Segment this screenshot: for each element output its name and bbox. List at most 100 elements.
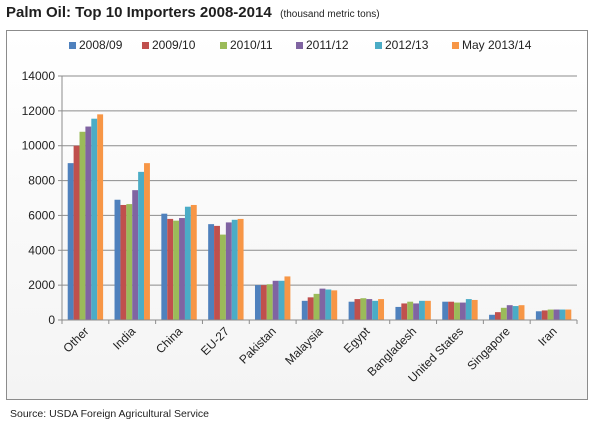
x-tick-label: EU-27 — [198, 324, 232, 358]
bar-iran-2009-10 — [541, 310, 548, 320]
bar-iran-2008-09 — [535, 311, 542, 320]
legend-swatch — [296, 42, 303, 49]
bar-chart: 0 2000 4000 6000 8000 10000 12000 14000 Other Ind… — [22, 38, 578, 385]
bar-united-states-2009-10 — [448, 301, 455, 320]
chart-subtitle: (thousand metric tons) — [280, 9, 380, 20]
bar-other-2010-11 — [79, 131, 86, 320]
bar-united-states-2008-09 — [442, 301, 449, 320]
legend-swatch — [142, 42, 149, 49]
bar-pakistan-2009-10 — [260, 285, 267, 320]
bar-china-2010-11 — [173, 220, 180, 320]
bar-united-states-2011-12 — [459, 302, 466, 320]
chart-area: 0 2000 4000 6000 8000 10000 12000 14000 Other Ind… — [6, 30, 588, 400]
y-tick-label: 12000 — [22, 104, 56, 118]
y-tick-label: 6000 — [28, 208, 55, 222]
bar-eu-27-2009-10 — [214, 225, 220, 320]
bar-india-2008-09 — [114, 199, 121, 320]
bar-iran-2012-13 — [559, 309, 566, 320]
bar-pakistan-2010-11 — [266, 284, 273, 320]
bar-iran-2011-12 — [553, 309, 560, 320]
bar-pakistan-2011-12 — [272, 280, 279, 320]
bar-united-states-2012-13 — [465, 299, 472, 320]
bar-bangladesh-2009-10 — [401, 303, 408, 320]
bar-singapore-2009-10 — [494, 312, 501, 320]
x-tick-label: Malaysia — [282, 324, 326, 368]
bar-china-2012-13 — [184, 206, 191, 320]
axes: 0 2000 4000 6000 8000 10000 12000 14000 Other Ind… — [22, 69, 578, 385]
y-tick-label: 2000 — [28, 278, 55, 292]
legend-label: 2011/12 — [306, 38, 349, 52]
bars — [67, 114, 572, 321]
bar-malaysia-2009-10 — [307, 297, 314, 320]
bar-bangladesh-2010-11 — [407, 301, 414, 320]
bar-singapore-may-2013-14 — [518, 305, 525, 320]
y-tick-label: 4000 — [28, 243, 55, 257]
legend-label: May 2013/14 — [462, 38, 532, 52]
bar-malaysia-2008-09 — [301, 300, 308, 320]
bar-egypt-2010-11 — [360, 298, 367, 320]
bar-eu-27-may-2013-14 — [237, 218, 244, 320]
bar-malaysia-2012-13 — [325, 289, 332, 320]
y-tick-label: 14000 — [22, 69, 56, 83]
bar-egypt-2011-12 — [366, 299, 373, 320]
bar-pakistan-2012-13 — [278, 280, 285, 320]
bar-other-2009-10 — [73, 145, 80, 320]
bar-egypt-2012-13 — [372, 300, 379, 320]
chart-title: Palm Oil: Top 10 Importers 2008-2014 — [6, 4, 272, 21]
bar-eu-27-2012-13 — [231, 219, 238, 320]
bar-other-2008-09 — [67, 163, 74, 320]
bar-egypt-may-2013-14 — [378, 299, 385, 320]
bar-iran-2010-11 — [547, 309, 554, 320]
legend-label: 2008/09 — [79, 38, 123, 52]
bar-iran-may-2013-14 — [565, 309, 572, 320]
bar-malaysia-may-2013-14 — [331, 290, 338, 320]
bar-united-states-may-2013-14 — [471, 299, 478, 320]
y-tick-label: 10000 — [22, 139, 56, 153]
bar-egypt-2008-09 — [348, 301, 355, 320]
legend-label: 2012/13 — [385, 38, 429, 52]
legend-swatch — [69, 42, 76, 49]
bar-pakistan-may-2013-14 — [284, 276, 291, 320]
bar-singapore-2012-13 — [512, 306, 519, 320]
bar-china-2009-10 — [167, 218, 174, 320]
bar-singapore-2008-09 — [489, 314, 495, 320]
bar-other-2012-13 — [91, 118, 98, 320]
bar-india-2012-13 — [138, 171, 145, 320]
x-tick-label: Egypt — [341, 324, 373, 356]
bar-india-2011-12 — [132, 190, 139, 320]
legend: 2008/09 2009/10 2010/11 2011/12 2012/13 May 2… — [69, 38, 532, 52]
legend-swatch — [375, 42, 382, 49]
bar-malaysia-2010-11 — [313, 293, 320, 320]
legend-label: 2010/11 — [230, 38, 273, 52]
bar-bangladesh-2008-09 — [395, 306, 402, 320]
y-tick-label: 0 — [48, 313, 55, 327]
bar-eu-27-2008-09 — [208, 224, 215, 320]
bar-eu-27-2010-11 — [219, 234, 226, 320]
legend-swatch — [452, 42, 459, 49]
bar-bangladesh-2011-12 — [413, 303, 420, 320]
bar-china-2011-12 — [179, 218, 185, 320]
bar-egypt-2009-10 — [354, 299, 361, 320]
x-tick-label: India — [110, 324, 139, 353]
source-note: Source: USDA Foreign Agricultural Servic… — [10, 408, 210, 420]
x-tick-label: Pakistan — [236, 324, 278, 366]
bar-singapore-2010-11 — [500, 307, 507, 320]
legend-swatch — [220, 42, 227, 49]
bar-pakistan-2008-09 — [254, 285, 261, 320]
bar-bangladesh-2012-13 — [419, 300, 425, 320]
y-tick-label: 8000 — [28, 174, 55, 188]
x-tick-label: China — [153, 324, 185, 356]
bar-bangladesh-may-2013-14 — [424, 300, 431, 320]
bar-china-may-2013-14 — [190, 204, 197, 320]
x-tick-label: Singapore — [464, 324, 513, 373]
bar-other-2011-12 — [85, 126, 92, 321]
bar-malaysia-2011-12 — [319, 288, 326, 320]
x-tick-label: Iran — [535, 324, 560, 349]
bar-china-2008-09 — [161, 213, 168, 320]
bar-india-2009-10 — [120, 204, 127, 320]
chart-title-row: Palm Oil: Top 10 Importers 2008-2014 (th… — [6, 4, 380, 22]
bar-other-may-2013-14 — [97, 114, 104, 320]
bar-eu-27-2011-12 — [225, 222, 232, 320]
x-tick-label: Other — [60, 324, 91, 355]
legend-label: 2009/10 — [152, 38, 196, 52]
